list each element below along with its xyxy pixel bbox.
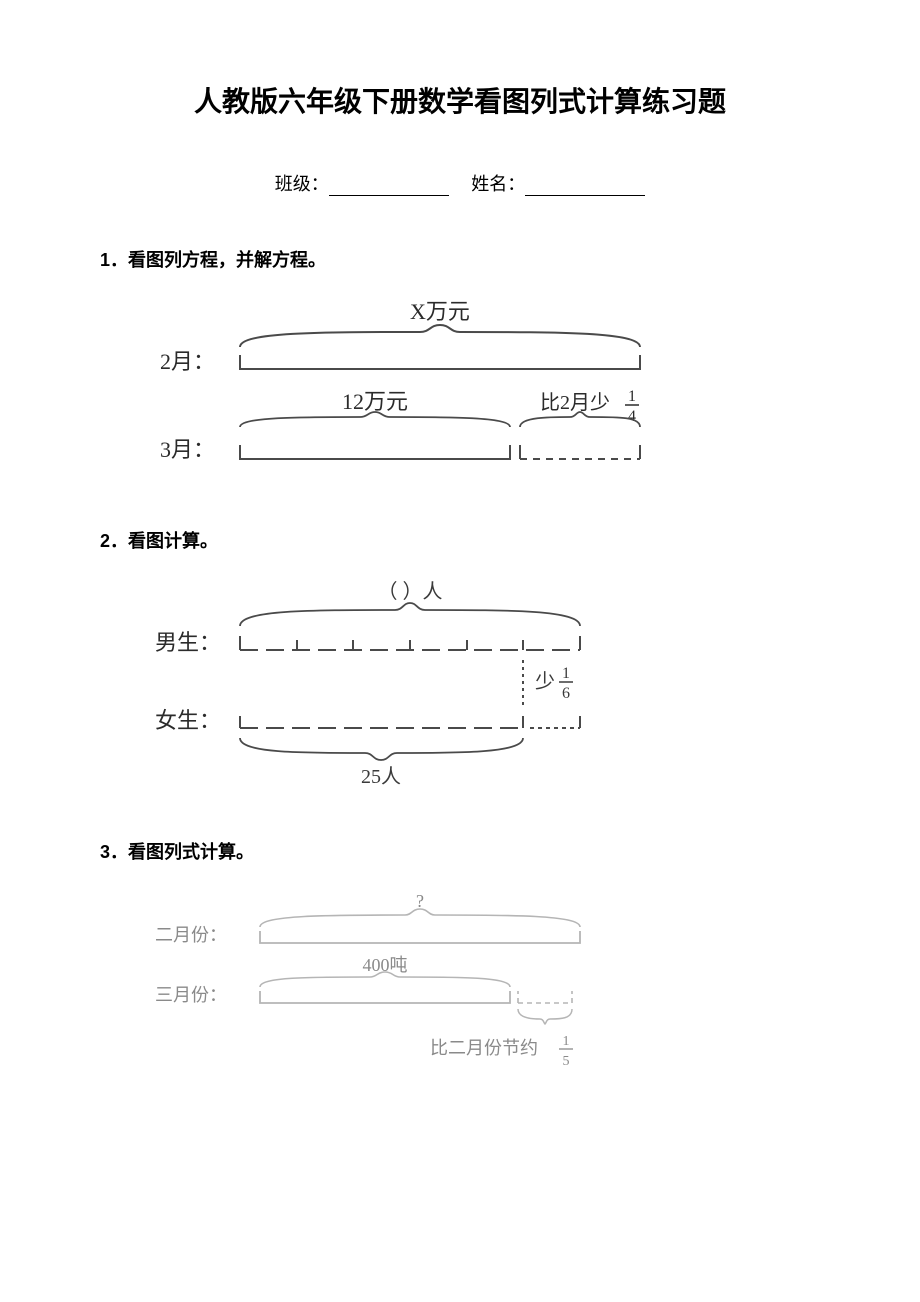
meta-row: 班级： 姓名： [100,170,820,196]
q1-top-brace [240,325,640,347]
q3-top-brace [260,909,580,927]
q2-top-brace [240,603,580,626]
q2-right-prefix: 少 [535,670,555,693]
page-title: 人教版六年级下册数学看图列式计算练习题 [100,80,820,120]
q3-row1-label: 二月份： [155,925,227,945]
q3-diagram: ? 二月份： 400吨 三月份： 比二月份节约 1 5 [140,889,820,1079]
q2-frac-den: 6 [562,685,570,702]
q2-row2-bar [240,716,580,728]
q1-top-label: X万元 [410,299,470,324]
q3-row2-label: 三月份： [155,985,227,1005]
q1-row1-bar [240,355,640,369]
q2-row1-bar [240,636,580,650]
q1-frac-den: 4 [628,408,636,425]
q2-prompt: 2．看图计算。 [100,527,820,553]
q2-row1-label: 男生： [155,630,221,655]
q1-right-brace [520,412,640,427]
q3-top-label: ? [416,891,424,911]
q1-diagram: X万元 2月： 12万元 比2月少 1 4 3月： [140,297,820,487]
name-label: 姓名： [471,174,525,194]
q1-mid-brace [240,412,510,427]
q1-row2-bar-solid [240,445,510,459]
q3-row1-bar [260,931,580,943]
q3-gap-bar [518,991,572,1003]
class-label: 班级： [275,174,329,194]
page: 人教版六年级下册数学看图列式计算练习题 班级： 姓名： 1．看图列方程，并解方程… [0,0,920,1179]
name-blank [525,195,645,196]
q1-frac-num: 1 [628,388,636,405]
q3-gap-brace [518,1009,572,1024]
q1-row1-label: 2月： [160,349,215,374]
q2-top-label: （ ）人 [378,580,443,603]
q2-diagram: （ ）人 男生： 少 1 6 女生： [140,578,820,798]
class-blank [329,195,449,196]
q3-row2-bar [260,991,510,1003]
q2-bottom-label: 25人 [361,765,401,788]
q3-frac-den: 5 [563,1054,570,1069]
q2-bottom-brace [240,738,523,760]
q1-right-prefix: 比2月少 [540,391,610,414]
q3-prompt: 3．看图列式计算。 [100,838,820,864]
q3-bottom-prefix: 比二月份节约 [430,1038,538,1058]
q2-frac-num: 1 [562,665,570,682]
q1-row2-label: 3月： [160,437,215,462]
q1-mid-label: 12万元 [342,389,408,414]
q1-prompt: 1．看图列方程，并解方程。 [100,246,820,272]
q3-frac-num: 1 [563,1034,570,1049]
q2-row2-label: 女生： [155,708,221,733]
